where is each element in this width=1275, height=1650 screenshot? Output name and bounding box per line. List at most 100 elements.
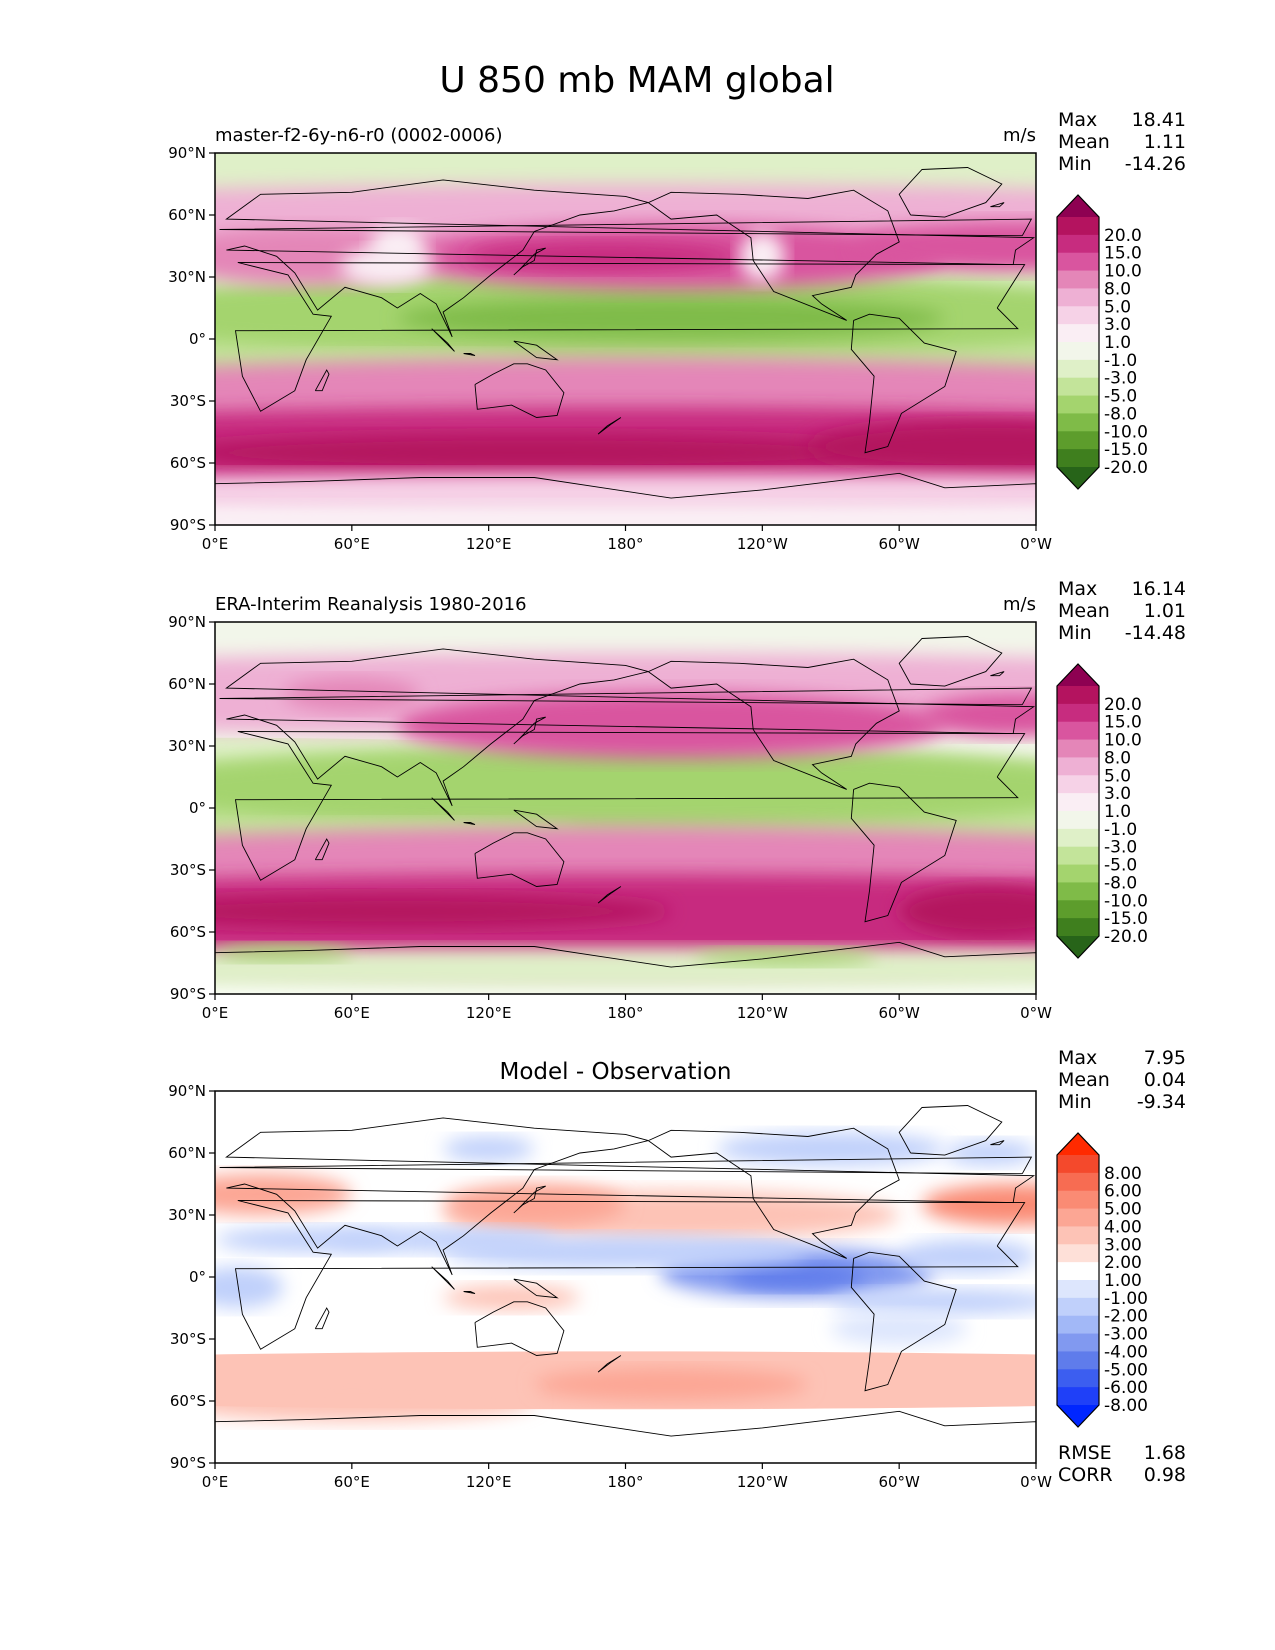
colorbar-segment [1057,739,1099,758]
coastlines [215,636,1036,994]
x-tick-label: 0°W [1020,1004,1052,1022]
colorbar-segment [1057,1208,1099,1227]
y-tick-label: 60°S [170,923,206,941]
field-region [397,692,945,759]
colorbar-tick-label: -3.00 [1104,1325,1148,1345]
colorbar-tick-label: -4.00 [1104,1342,1148,1362]
colorbar-tick-label: -15.0 [1104,909,1148,929]
colorbar-tick-label: 10.0 [1104,731,1142,751]
colorbar-tick-label: 10.0 [1104,262,1142,282]
coastline [513,1278,559,1299]
coastline [463,353,476,356]
coastline [474,363,565,418]
field-region [215,1266,284,1308]
colorbar-segment [1057,234,1099,254]
colorbar-segment [1057,1244,1099,1263]
colorbar-extend-bottom [1057,467,1099,489]
colorbar-segment [1057,793,1099,812]
colorbar-outline [1056,194,1100,490]
colorbar-tick-label: 1.0 [1104,802,1131,822]
colorbar-tick-label: -3.0 [1104,369,1137,389]
stat-value-rmse: 1.68 [1144,1442,1186,1464]
colorbar-tick-label: -6.00 [1104,1378,1148,1398]
colorbar-segment [1057,686,1099,705]
stat-label-min: Min [1058,1091,1092,1113]
stat-value-mean: 1.01 [1144,600,1186,622]
field-region [921,1184,1036,1226]
coastline [513,716,546,745]
x-tick-label: 180° [607,1004,643,1022]
coastline [850,1251,957,1392]
y-tick-label: 60°N [168,206,206,224]
field-layer [215,1091,1036,1463]
colorbar-tick-label: -3.0 [1104,838,1137,858]
coastline [597,1355,622,1373]
stat-value-min: -14.26 [1125,153,1186,175]
colorbar-tick-label: 20.0 [1104,226,1142,246]
field-region [853,221,1036,271]
coastline [234,731,1026,881]
x-tick-label: 60°E [334,535,370,553]
stat-label-corr: CORR [1058,1464,1113,1486]
colorbar-segment [1057,252,1099,272]
colorbar-tick-label: 2.00 [1104,1253,1142,1273]
stat-label-min: Min [1058,622,1092,644]
y-tick-label: 60°N [168,1144,206,1162]
map-panel-1: 0°E 60°E 120°E 180° 120°W 60°W 0°W 90°N 60°N 30°N… [168,109,1186,553]
coastline [431,328,455,352]
colorbar-outline [1056,663,1100,959]
colorbar: 8.006.005.004.003.002.001.00-1.00-2.00-3… [1056,1132,1148,1428]
field-region [443,1136,535,1162]
stat-value-mean: 0.04 [1144,1069,1186,1091]
coastline [898,1105,1003,1156]
stat-value-mean: 1.11 [1144,131,1186,153]
colorbar-tick-label: 6.00 [1104,1182,1142,1202]
coastline [219,218,1033,237]
x-tick-label: 60°W [878,535,920,553]
y-tick-label: 30°S [170,1330,206,1348]
colorbar-tick-label: 1.00 [1104,1271,1142,1291]
field-region [716,1132,945,1166]
colorbar-tick-label: -10.0 [1104,891,1148,911]
field-region [739,231,786,282]
figure-title: U 850 mb MAM global [439,60,834,101]
coastline [431,1266,455,1290]
coastline [850,782,957,923]
coastline [513,247,546,276]
x-tick-label: 120°E [466,1473,512,1491]
colorbar-segment [1057,1190,1099,1210]
coastline [431,797,455,821]
coastline [648,658,900,790]
colorbar-segment [1057,1297,1099,1317]
y-tick-label: 30°N [168,737,206,755]
stat-label-mean: Mean [1058,600,1110,622]
y-tick-label: 90°N [168,613,206,631]
stat-label-min: Min [1058,153,1092,175]
colorbar-segment [1057,846,1099,866]
field-region [899,1239,1036,1273]
coastline [898,636,1003,687]
colorbar-tick-label: 20.0 [1104,695,1142,715]
colorbar-segment [1057,359,1099,379]
colorbar-segment [1057,217,1099,236]
x-tick-label: 60°E [334,1473,370,1491]
coastline [215,472,1036,525]
field-region [215,1227,398,1253]
x-tick-label: 120°E [466,535,512,553]
field-region [215,1380,535,1422]
coastline [314,838,330,861]
y-tick-label: 0° [189,1268,206,1286]
colorbar-segment [1057,811,1099,830]
field-region [283,677,421,711]
colorbar-tick-label: -20.0 [1104,458,1148,478]
coastline [234,262,1026,412]
stat-label-mean: Mean [1058,131,1110,153]
colorbar-segment [1057,828,1099,848]
field-region [465,241,740,271]
field-region [215,434,900,472]
coastline [234,1200,1026,1350]
colorbar-segment [1057,1315,1099,1335]
coastline [215,1410,1036,1463]
panel-title: Model - Observation [499,1059,731,1085]
stat-value-max: 18.41 [1132,109,1186,131]
